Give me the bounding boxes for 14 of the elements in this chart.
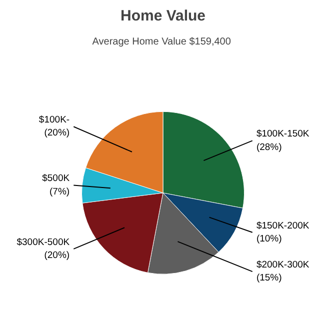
- data-label: (20%): [44, 250, 70, 262]
- chart-subtitle: Average Home Value $159,400: [92, 36, 232, 48]
- slice-label: $150K-200K: [256, 220, 310, 232]
- slice-label: $100K-: [38, 114, 70, 126]
- data-label: (7%): [50, 186, 70, 198]
- slice-label: $200K-300K: [256, 259, 310, 270]
- data-label: (20%): [44, 128, 70, 139]
- data-label: (28%): [256, 142, 282, 153]
- chart-title: Home Value: [120, 8, 206, 24]
- slice-label: $300K-500K: [16, 236, 70, 248]
- data-label: (15%): [256, 272, 282, 284]
- slice-label: $100K-150K: [256, 128, 310, 140]
- slice-label: $500K: [42, 173, 70, 184]
- data-label: (10%): [256, 233, 282, 244]
